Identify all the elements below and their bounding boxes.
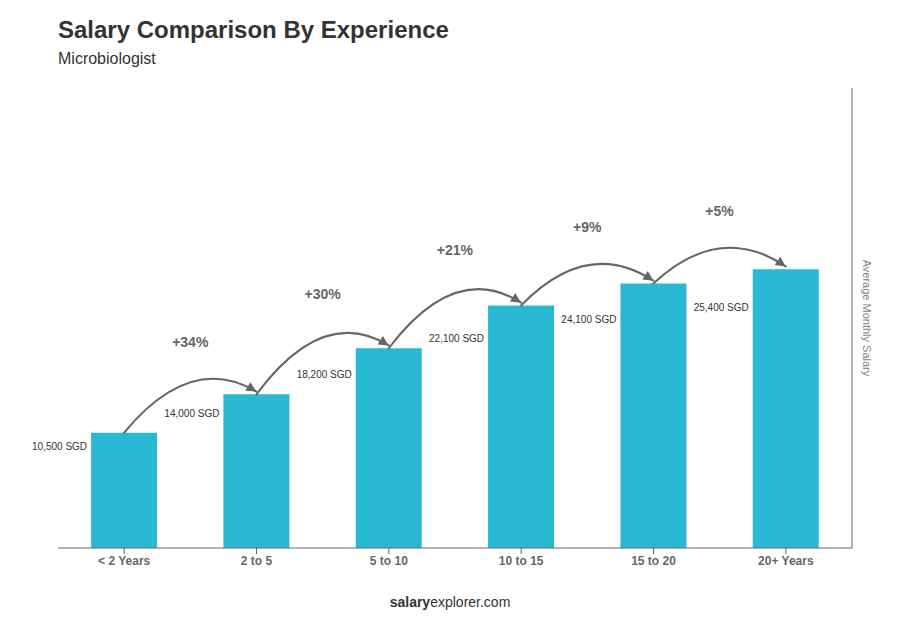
svg-text:24,100 SGD: 24,100 SGD [561, 314, 616, 325]
svg-text:+21%: +21% [437, 242, 474, 258]
svg-text:< 2 Years: < 2 Years [98, 554, 150, 568]
svg-text:10 to 15: 10 to 15 [499, 554, 544, 568]
html-text:Salary Comparison By Experienc: Salary Comparison By Experience [58, 16, 449, 43]
html-text:salary explorer.com: salary explorer.com [389, 594, 511, 610]
svg-text:5 to 10: 5 to 10 [370, 554, 408, 568]
svg-text:+5%: +5% [705, 203, 734, 219]
svg-text:25,400 SGD: 25,400 SGD [694, 302, 749, 313]
svg-text:2 to 5: 2 to 5 [241, 554, 273, 568]
svg-text:18,200 SGD: 18,200 SGD [297, 369, 352, 380]
svg-text:Average Monthly Salary: Average Monthly Salary [861, 260, 873, 377]
svg-text:14,000 SGD: 14,000 SGD [164, 408, 219, 419]
svg-text:15 to 20: 15 to 20 [631, 554, 676, 568]
svg-text:20+ Years: 20+ Years [758, 554, 814, 568]
svg-text:+34%: +34% [172, 334, 209, 350]
html-text:Microbiologist: Microbiologist [58, 50, 156, 67]
svg-text:+30%: +30% [304, 286, 341, 302]
svg-text:10,500 SGD: 10,500 SGD [32, 441, 87, 452]
svg-text:+9%: +9% [573, 219, 602, 235]
svg-text:22,100 SGD: 22,100 SGD [429, 333, 484, 344]
